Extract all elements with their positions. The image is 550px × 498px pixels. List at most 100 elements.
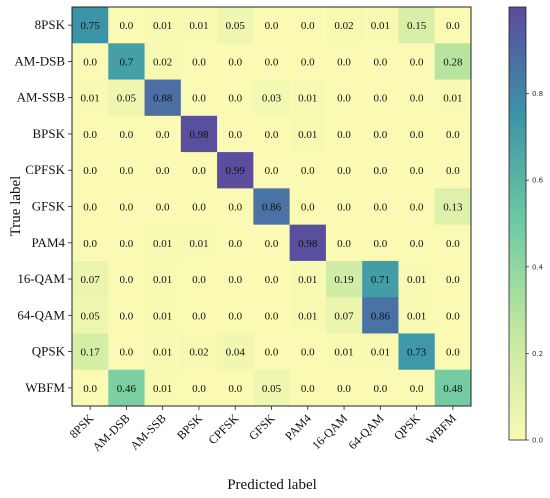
cell-value-label: 0.0 bbox=[410, 56, 424, 68]
heatmap-cell bbox=[398, 79, 436, 117]
heatmap-cell bbox=[398, 369, 436, 407]
cell-value-label: 0.0 bbox=[120, 310, 134, 322]
cell-value-label: 0.0 bbox=[228, 238, 242, 250]
heatmap-cell bbox=[217, 7, 254, 44]
cell-value-label: 0.05 bbox=[262, 383, 282, 395]
heatmap-cell bbox=[362, 260, 399, 298]
cell-value-label: 0.0 bbox=[373, 129, 387, 141]
heatmap-cell bbox=[72, 333, 109, 371]
heatmap-cell bbox=[325, 43, 363, 80]
cell-value-label: 0.0 bbox=[265, 238, 279, 250]
cell-value-label: 0.0 bbox=[192, 274, 206, 286]
heatmap-cell bbox=[180, 297, 218, 334]
y-tick-labels: 8PSK AM-DSB AM-SSB BPSK CPFSK GFSK PAM4 16-QAM 6… bbox=[14, 17, 72, 395]
cell-value-label: 0.0 bbox=[337, 202, 351, 214]
cell-value-label: 0.98 bbox=[189, 129, 209, 141]
heatmap-cell bbox=[180, 79, 218, 117]
cell-value-label: 0.0 bbox=[337, 165, 351, 177]
heatmap-cell bbox=[398, 152, 436, 189]
cell-value-label: 0.01 bbox=[189, 238, 208, 250]
x-tick-label: BPSK bbox=[174, 411, 205, 442]
cell-value-label: 0.07 bbox=[334, 310, 354, 322]
heatmap-cell bbox=[398, 115, 436, 153]
heatmap-cell bbox=[217, 43, 254, 80]
heatmap-cell bbox=[434, 7, 472, 44]
heatmap-cell bbox=[398, 297, 436, 334]
x-tick-label: QPSK bbox=[391, 411, 423, 443]
heatmap-cell bbox=[289, 369, 327, 407]
cell-value-label: 0.01 bbox=[153, 310, 172, 322]
cell-value-label: 0.0 bbox=[410, 165, 424, 177]
heatmap-cell bbox=[108, 152, 145, 189]
cell-value-label: 0.71 bbox=[371, 274, 390, 286]
cell-value-label: 0.98 bbox=[298, 238, 318, 250]
y-tick-label: WBFM bbox=[25, 380, 65, 395]
cell-value-label: 0.0 bbox=[120, 202, 134, 214]
cell-value-label: 0.0 bbox=[301, 347, 315, 359]
cell-value-label: 0.0 bbox=[446, 165, 460, 177]
cell-value-label: 0.0 bbox=[265, 129, 279, 141]
cell-value-label: 0.0 bbox=[192, 310, 206, 322]
cell-value-label: 0.0 bbox=[228, 274, 242, 286]
cell-value-label: 0.0 bbox=[228, 202, 242, 214]
cell-value-label: 0.05 bbox=[81, 310, 101, 322]
heatmap-cell bbox=[289, 7, 327, 44]
x-tick-label: 64-QAM bbox=[345, 411, 386, 452]
cell-value-label: 0.01 bbox=[189, 20, 208, 32]
y-tick-label: 8PSK bbox=[35, 17, 66, 32]
cell-value-label: 0.0 bbox=[373, 238, 387, 250]
heatmap-cell bbox=[325, 7, 363, 44]
heatmap-cell bbox=[434, 43, 472, 80]
heatmap-cell bbox=[253, 369, 291, 407]
cell-value-label: 0.0 bbox=[301, 383, 315, 395]
cell-value-label: 0.01 bbox=[298, 310, 317, 322]
heatmap-cell bbox=[434, 115, 472, 153]
y-tick-label: 16-QAM bbox=[17, 271, 65, 286]
heatmap-cell bbox=[398, 260, 436, 298]
cell-value-label: 0.0 bbox=[83, 56, 97, 68]
x-tick-label: 8PSK bbox=[67, 411, 97, 441]
heatmap-cell bbox=[289, 297, 327, 334]
heatmap-cell bbox=[217, 79, 254, 117]
heatmap-cell bbox=[434, 260, 472, 298]
x-tick-label: 16-QAM bbox=[309, 411, 350, 452]
heatmap-cell bbox=[72, 369, 109, 407]
cell-value-label: 0.07 bbox=[81, 274, 101, 286]
cell-value-label: 0.01 bbox=[298, 93, 317, 105]
cell-value-label: 0.0 bbox=[120, 347, 134, 359]
x-axis-label: Predicted label bbox=[227, 477, 317, 493]
heatmap-cell bbox=[180, 260, 218, 298]
cell-value-label: 0.0 bbox=[265, 347, 279, 359]
cell-value-label: 0.03 bbox=[262, 93, 282, 105]
y-tick-label: AM-SSB bbox=[17, 90, 66, 105]
heatmap-cell bbox=[108, 297, 145, 334]
heatmap-cell bbox=[253, 333, 291, 371]
heatmap-cell bbox=[398, 43, 436, 80]
cell-value-label: 0.19 bbox=[334, 274, 354, 286]
cell-value-label: 0.48 bbox=[443, 383, 463, 395]
cell-value-label: 0.13 bbox=[443, 202, 463, 214]
cell-value-label: 0.0 bbox=[410, 238, 424, 250]
heatmap-cell bbox=[72, 43, 109, 80]
cell-value-label: 0.0 bbox=[373, 56, 387, 68]
cell-value-label: 0.01 bbox=[298, 274, 317, 286]
heatmap-cell bbox=[180, 7, 218, 44]
cell-value-label: 0.0 bbox=[156, 202, 170, 214]
heatmap-cell bbox=[72, 7, 109, 44]
cell-value-label: 0.0 bbox=[373, 383, 387, 395]
x-tick-label: AM-SSB bbox=[127, 411, 168, 452]
heatmap-cell bbox=[144, 224, 182, 262]
cell-value-label: 0.0 bbox=[446, 310, 460, 322]
cell-value-label: 0.0 bbox=[120, 129, 134, 141]
x-tick-label: AM-DSB bbox=[90, 411, 133, 454]
heatmap-cell bbox=[325, 297, 363, 334]
cell-value-label: 0.01 bbox=[371, 347, 390, 359]
cell-value-label: 0.0 bbox=[446, 129, 460, 141]
heatmap-cell bbox=[144, 188, 182, 226]
heatmap-cell bbox=[144, 79, 182, 117]
cell-value-label: 0.0 bbox=[301, 20, 315, 32]
heatmap-cell bbox=[217, 297, 254, 334]
heatmap-cell bbox=[398, 333, 436, 371]
